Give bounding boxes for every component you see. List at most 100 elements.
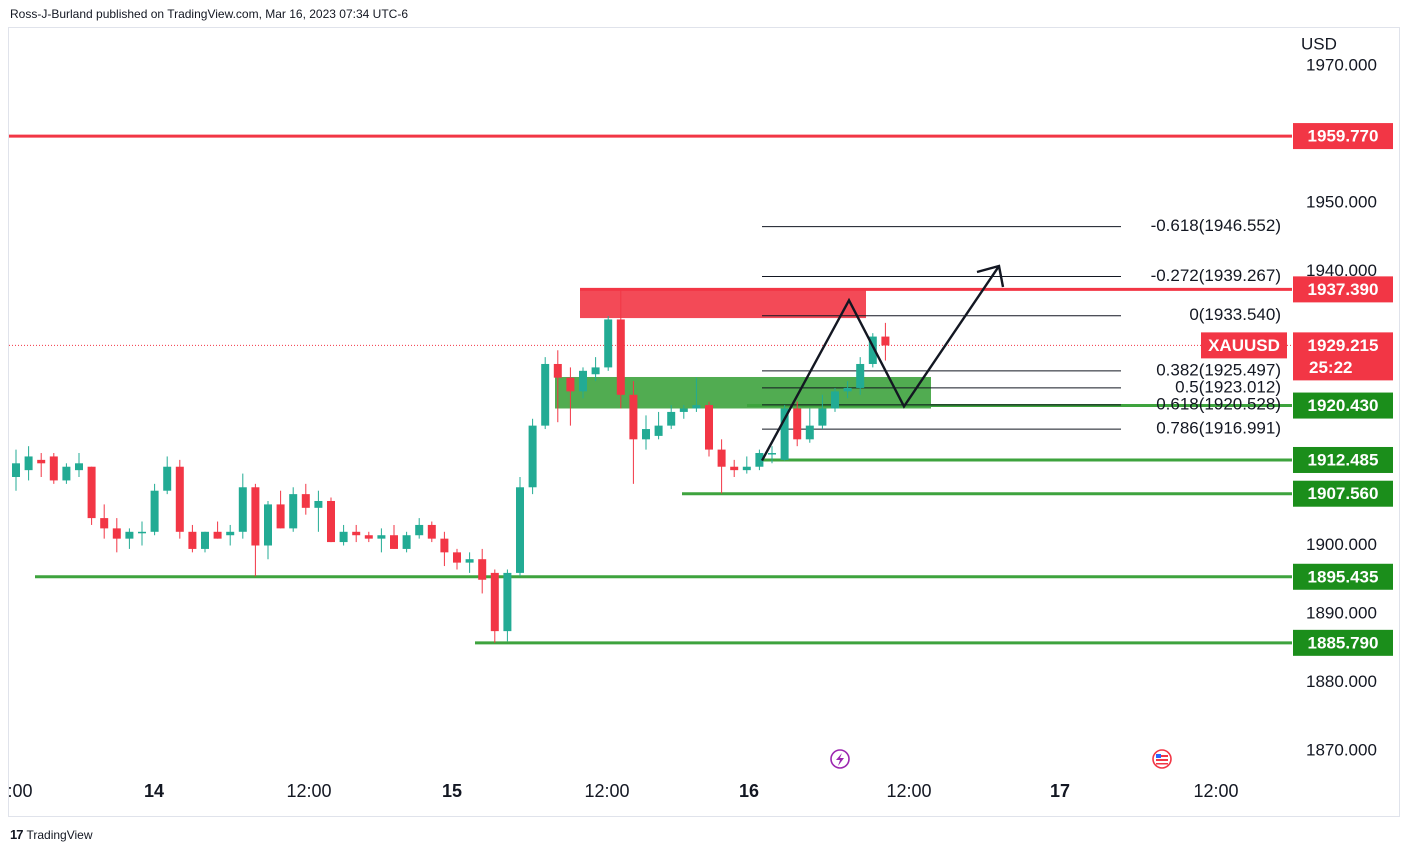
candle[interactable] bbox=[201, 531, 209, 553]
candle-body bbox=[125, 531, 134, 539]
y-tick-label: 1880.000 bbox=[1306, 672, 1377, 691]
candle[interactable] bbox=[465, 552, 474, 573]
candle[interactable] bbox=[87, 466, 96, 525]
candle-body bbox=[541, 363, 550, 426]
candle[interactable] bbox=[100, 504, 109, 539]
level-price-badge bbox=[1293, 563, 1393, 590]
candle-body bbox=[62, 466, 71, 481]
candle-body bbox=[327, 500, 335, 543]
candle[interactable] bbox=[679, 405, 688, 419]
candle[interactable] bbox=[440, 531, 449, 567]
candle[interactable] bbox=[881, 322, 890, 361]
candle[interactable] bbox=[75, 453, 83, 477]
candle[interactable] bbox=[705, 401, 713, 457]
candle[interactable] bbox=[327, 497, 335, 543]
candle[interactable] bbox=[654, 411, 663, 440]
candle[interactable] bbox=[642, 415, 650, 450]
candle-body bbox=[768, 453, 776, 455]
candle[interactable] bbox=[62, 463, 71, 484]
level-price-badge bbox=[1293, 480, 1393, 507]
candle[interactable] bbox=[276, 490, 285, 529]
candle[interactable] bbox=[138, 521, 146, 546]
candle-body bbox=[163, 466, 172, 491]
candle[interactable] bbox=[579, 367, 587, 399]
candle[interactable] bbox=[188, 524, 197, 553]
candle[interactable] bbox=[780, 405, 789, 461]
candle-body bbox=[553, 363, 562, 378]
fibonacci-retracement: -0.618(1946.552) -0.272(1939.267) 0(1933.5… bbox=[762, 216, 1281, 438]
y-tick-label: 1950.000 bbox=[1306, 192, 1377, 211]
candle[interactable] bbox=[818, 394, 827, 430]
candle-body bbox=[465, 559, 474, 563]
candle[interactable] bbox=[591, 357, 600, 382]
candle[interactable] bbox=[112, 518, 121, 553]
candle[interactable] bbox=[49, 453, 58, 484]
candle[interactable] bbox=[352, 524, 361, 543]
candle[interactable] bbox=[264, 500, 272, 560]
candle[interactable] bbox=[415, 518, 424, 539]
countdown-label: 25:22 bbox=[1309, 358, 1352, 377]
candle-body bbox=[528, 425, 537, 488]
candle[interactable] bbox=[289, 487, 298, 532]
candle[interactable] bbox=[503, 569, 512, 642]
level-price-label: 1885.790 bbox=[1308, 633, 1379, 652]
us-flag-event-icon[interactable] bbox=[1152, 749, 1172, 769]
candle[interactable] bbox=[805, 408, 814, 443]
candle[interactable] bbox=[629, 381, 638, 484]
candle[interactable] bbox=[377, 528, 386, 553]
candle[interactable] bbox=[427, 521, 436, 543]
candle[interactable] bbox=[831, 387, 839, 412]
candle-body bbox=[289, 494, 298, 529]
x-tick-label: 12:00 bbox=[1193, 781, 1238, 801]
candle-body bbox=[175, 466, 184, 532]
candle[interactable] bbox=[163, 456, 172, 495]
candle[interactable] bbox=[868, 333, 877, 368]
candle[interactable] bbox=[213, 521, 222, 539]
candle[interactable] bbox=[478, 548, 487, 594]
price-chart[interactable]: USD 1970.000 1950.000 1940.000 1900.000 1890.… bbox=[9, 28, 1401, 818]
candle[interactable] bbox=[390, 524, 398, 549]
candle[interactable] bbox=[301, 483, 310, 515]
candle[interactable] bbox=[314, 490, 323, 532]
candle[interactable] bbox=[175, 459, 184, 539]
candle[interactable] bbox=[742, 456, 751, 474]
candle-body bbox=[251, 487, 260, 546]
candle[interactable] bbox=[730, 459, 739, 477]
candle[interactable] bbox=[768, 446, 776, 464]
candle[interactable] bbox=[793, 401, 802, 447]
candle[interactable] bbox=[843, 381, 852, 399]
candle[interactable] bbox=[238, 473, 247, 539]
candle[interactable] bbox=[717, 439, 726, 494]
candle-body bbox=[642, 429, 650, 440]
candle[interactable] bbox=[226, 524, 235, 546]
currency-label: USD bbox=[1301, 34, 1337, 53]
candle[interactable] bbox=[453, 548, 461, 570]
candle[interactable] bbox=[667, 405, 676, 430]
candle[interactable] bbox=[616, 289, 625, 409]
level-price-badge bbox=[1293, 446, 1393, 473]
candle-body bbox=[226, 531, 235, 536]
candle[interactable] bbox=[566, 367, 575, 426]
candle[interactable] bbox=[553, 350, 562, 423]
candle[interactable] bbox=[364, 531, 373, 543]
candle[interactable] bbox=[37, 453, 46, 477]
candle[interactable] bbox=[490, 569, 499, 643]
candle[interactable] bbox=[12, 449, 20, 491]
candle[interactable] bbox=[251, 483, 260, 577]
candle[interactable] bbox=[528, 418, 537, 495]
candle[interactable] bbox=[24, 446, 33, 481]
candle-body bbox=[364, 535, 373, 539]
candle[interactable] bbox=[402, 531, 411, 553]
candle[interactable] bbox=[541, 357, 550, 430]
candle[interactable] bbox=[516, 477, 524, 577]
candle[interactable] bbox=[604, 316, 613, 371]
tradingview-logo[interactable]: 17 TradingView bbox=[10, 827, 93, 842]
candle[interactable] bbox=[125, 528, 134, 549]
candle[interactable] bbox=[692, 377, 701, 412]
candle[interactable] bbox=[755, 449, 764, 471]
candle[interactable] bbox=[150, 483, 159, 536]
lightning-event-icon[interactable] bbox=[830, 749, 850, 769]
candle[interactable] bbox=[339, 524, 348, 546]
candle[interactable] bbox=[856, 357, 865, 395]
candles bbox=[12, 289, 890, 643]
